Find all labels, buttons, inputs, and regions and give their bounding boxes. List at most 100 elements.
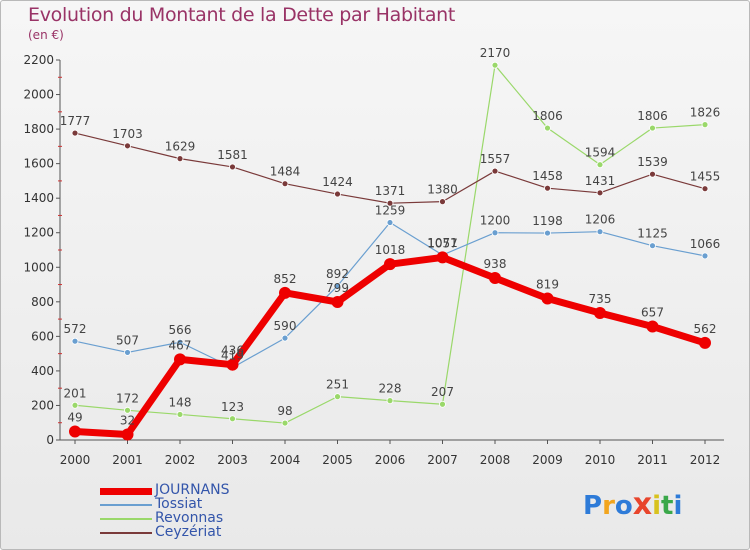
y-tick-label: 800: [31, 295, 54, 309]
logo-letter: i: [673, 491, 683, 521]
x-tick-label: 2000: [60, 453, 91, 467]
data-label-ceyzeriat: 1703: [112, 127, 143, 141]
data-label-tossiat: 1125: [637, 227, 668, 241]
data-point-ceyzeriat: [334, 190, 341, 198]
y-tick-label: 1000: [23, 260, 54, 274]
data-point-ceyzeriat: [281, 180, 289, 188]
data-point-revonnas: [544, 124, 551, 132]
data-label-journans: 1018: [375, 243, 406, 257]
y-tick-label: 1400: [23, 191, 54, 205]
data-label-journans: 562: [694, 322, 717, 336]
data-point-journans: [69, 425, 81, 438]
data-point-revonnas: [701, 121, 709, 128]
x-tick-label: 2006: [375, 453, 406, 467]
data-label-journans: 32: [120, 413, 135, 427]
x-tick-label: 2007: [427, 453, 458, 467]
data-point-ceyzeriat: [71, 129, 79, 137]
data-point-tossiat: [701, 252, 709, 260]
logo-letter: P: [583, 491, 603, 521]
data-label-tossiat: 419: [221, 349, 244, 363]
legend-label: Tossiat: [155, 496, 203, 512]
data-point-ceyzeriat: [491, 167, 499, 175]
data-point-journans: [541, 292, 554, 305]
data-label-journans: 735: [589, 292, 612, 306]
data-label-tossiat: 572: [64, 322, 87, 336]
y-tick-label: 0: [46, 433, 54, 447]
x-tick-label: 2002: [165, 453, 196, 467]
data-point-journans: [226, 358, 239, 371]
y-tick-label: 400: [31, 364, 54, 378]
data-label-tossiat: 1259: [375, 204, 406, 218]
data-label-ceyzeriat: 1629: [165, 140, 196, 154]
data-point-revonnas: [281, 419, 289, 427]
data-label-tossiat: 1066: [690, 237, 721, 251]
data-point-tossiat: [176, 338, 184, 346]
data-point-revonnas: [491, 61, 499, 69]
data-label-journans: 852: [274, 272, 297, 286]
data-label-ceyzeriat: 1777: [60, 114, 91, 128]
data-point-tossiat: [649, 242, 656, 250]
data-point-tossiat: [544, 229, 551, 237]
data-point-revonnas: [386, 397, 394, 405]
data-point-revonnas: [176, 411, 184, 418]
data-point-ceyzeriat: [124, 142, 131, 150]
data-label-ceyzeriat: 1539: [637, 155, 668, 169]
data-point-ceyzeriat: [596, 189, 604, 197]
legend-swatch: [100, 504, 152, 506]
data-point-ceyzeriat: [544, 184, 551, 192]
logo-letter: i: [652, 491, 662, 521]
data-label-journans: 1057: [427, 236, 458, 250]
y-tick-label: 2000: [23, 88, 54, 102]
y-tick-label: 200: [31, 398, 54, 412]
data-point-journans: [699, 336, 711, 349]
data-point-revonnas: [334, 393, 341, 401]
x-tick-label: 2012: [690, 453, 721, 467]
y-tick-label: 1200: [23, 226, 54, 240]
data-point-tossiat: [281, 334, 289, 342]
data-point-ceyzeriat: [701, 185, 709, 193]
data-point-journans: [489, 271, 501, 284]
data-label-journans: 467: [169, 338, 192, 352]
logo-letter: r: [602, 491, 615, 521]
data-label-revonnas: 1594: [585, 146, 616, 160]
data-label-ceyzeriat: 1431: [585, 174, 616, 188]
y-tick-label: 2200: [23, 53, 54, 67]
data-label-tossiat: 1200: [480, 214, 511, 228]
x-tick-label: 2010: [585, 453, 616, 467]
data-point-ceyzeriat: [176, 155, 184, 163]
data-label-ceyzeriat: 1380: [427, 183, 458, 197]
x-tick-label: 2011: [637, 453, 668, 467]
logo-letter: x: [632, 487, 653, 522]
data-point-journans: [594, 307, 606, 320]
legend-swatch: [100, 518, 152, 520]
data-label-revonnas: 201: [64, 386, 87, 400]
logo-letter: t: [661, 491, 674, 521]
legend-swatch: [100, 487, 152, 495]
data-label-journans: 49: [67, 411, 82, 425]
data-label-revonnas: 123: [221, 400, 244, 414]
data-point-revonnas: [439, 400, 446, 408]
legend-label: Revonnas: [155, 510, 224, 526]
x-tick-label: 2008: [480, 453, 511, 467]
data-label-journans: 938: [484, 257, 507, 271]
data-label-journans: 799: [326, 281, 349, 295]
data-label-revonnas: 1826: [690, 106, 721, 120]
data-label-revonnas: 251: [326, 378, 349, 392]
x-tick-label: 2009: [532, 453, 563, 467]
legend-swatch: [100, 532, 152, 534]
data-label-revonnas: 228: [379, 382, 402, 396]
proxiti-logo: Proxiti: [583, 487, 682, 522]
data-label-ceyzeriat: 1455: [690, 170, 721, 184]
y-tick-label: 1800: [23, 122, 54, 136]
data-label-ceyzeriat: 1581: [217, 148, 248, 162]
data-label-tossiat: 566: [169, 323, 192, 337]
data-label-tossiat: 1206: [585, 213, 616, 227]
data-point-ceyzeriat: [229, 163, 236, 171]
data-point-revonnas: [124, 406, 131, 414]
data-label-journans: 436: [221, 344, 244, 358]
data-point-tossiat: [124, 349, 131, 356]
x-tick-label: 2001: [112, 453, 143, 467]
data-label-journans: 819: [536, 278, 559, 292]
data-label-tossiat: 507: [116, 333, 139, 347]
data-label-tossiat: 590: [274, 319, 297, 333]
